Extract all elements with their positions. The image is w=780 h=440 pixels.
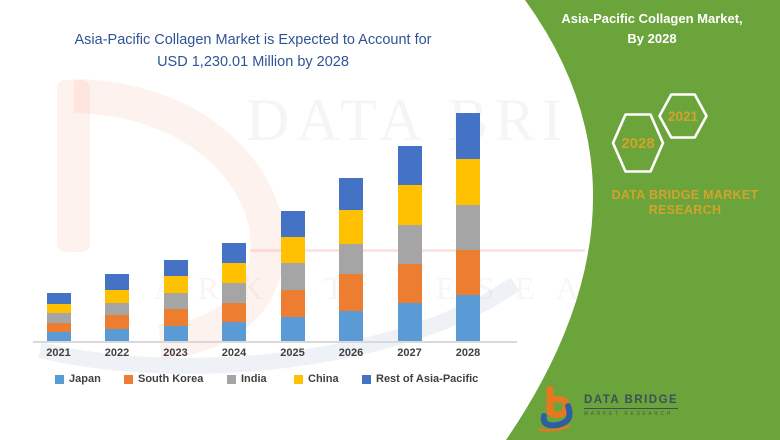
- bar-segment-rest-of-asia-pacific-2027: [397, 145, 422, 186]
- legend-label-india: India: [241, 373, 267, 385]
- legend-item-china: China: [294, 373, 339, 385]
- bar-segment-india-2024: [222, 282, 246, 303]
- bar-segment-china-2022: [105, 290, 129, 303]
- chart-title-line-2: USD 1,230.01 Million by 2028: [157, 54, 349, 70]
- legend-label-rest-of-asia-pacific: Rest of Asia-Pacific: [376, 373, 479, 385]
- bar-segment-china-2028: [456, 158, 480, 206]
- bar-segment-japan-2028: [456, 295, 480, 342]
- chart-title: Asia-Pacific Collagen Market is Expected…: [30, 29, 476, 73]
- bar-segment-japan-2021: [46, 331, 71, 342]
- x-axis-label-2025: 2025: [280, 347, 305, 359]
- hexagon-badges: 2021 2028: [611, 93, 708, 173]
- bar-segment-south-korea-2023: [163, 309, 188, 326]
- bar-segment-india-2025: [280, 263, 305, 290]
- x-axis-label-2024: 2024: [221, 347, 247, 359]
- data-bridge-logo-icon: [538, 386, 573, 432]
- brand-text-line-1: DATA BRIDGE MARKET: [611, 188, 759, 202]
- bar-segment-rest-of-asia-pacific-2021: [46, 293, 71, 304]
- bar-segment-rest-of-asia-pacific-2023: [163, 260, 188, 277]
- bar-segment-china-2023: [163, 276, 188, 293]
- bar-segment-japan-2027: [397, 302, 422, 342]
- bar-segment-china-2021: [46, 303, 71, 314]
- bar-segment-rest-of-asia-pacific-2024: [222, 242, 246, 263]
- bar-segment-india-2028: [456, 205, 480, 251]
- bar-segment-japan-2023: [163, 325, 188, 342]
- legend-swatch-japan: [55, 374, 64, 384]
- legend-swatch-rest-of-asia-pacific: [362, 374, 371, 384]
- legend-swatch-india: [227, 374, 236, 384]
- logo-text: DATA BRIDGE MARKET RESEARCH: [584, 394, 679, 417]
- bar-segment-india-2022: [105, 302, 129, 316]
- legend-item-japan: Japan: [55, 373, 101, 385]
- bar-segment-india-2026: [339, 244, 363, 275]
- x-axis-label-2021: 2021: [46, 347, 71, 359]
- x-axis-label-2026: 2026: [338, 347, 364, 359]
- logo-wordmark: DATA BRIDGE: [584, 394, 679, 409]
- bar-segment-india-2023: [163, 292, 188, 310]
- hexagon-year-2021: 2021: [668, 109, 699, 124]
- legend-swatch-china: [294, 374, 303, 384]
- bar-segment-china-2024: [222, 262, 246, 283]
- bar-segment-japan-2024: [222, 322, 246, 342]
- chart-title-line-1: Asia-Pacific Collagen Market is Expected…: [74, 32, 432, 48]
- bar-segment-india-2021: [46, 313, 71, 323]
- brand-text-line-2: RESEARCH: [648, 203, 722, 217]
- panel-title-line-2: By 2028: [627, 31, 677, 46]
- bar-segment-india-2027: [397, 224, 422, 264]
- bar-segment-south-korea-2025: [280, 289, 305, 317]
- bar-segment-china-2025: [280, 236, 305, 264]
- bar-segment-south-korea-2021: [46, 322, 71, 332]
- brand-text: DATA BRIDGE MARKET RESEARCH: [590, 188, 780, 218]
- watermark-logo-stem: [57, 80, 90, 252]
- bar-segment-japan-2026: [339, 310, 363, 342]
- bar-segment-south-korea-2024: [222, 302, 246, 323]
- legend-item-india: India: [227, 373, 267, 385]
- legend-label-japan: Japan: [69, 373, 101, 385]
- bar-segment-rest-of-asia-pacific-2022: [105, 274, 129, 291]
- bar-segment-south-korea-2028: [456, 250, 480, 296]
- bar-segment-south-korea-2026: [339, 274, 363, 311]
- x-axis-label-2028: 2028: [455, 347, 481, 359]
- x-axis-label-2022: 2022: [104, 347, 130, 359]
- bar-segment-south-korea-2027: [397, 263, 422, 303]
- logo-tagline: MARKET RESEARCH: [584, 411, 673, 417]
- bar-segment-south-korea-2022: [105, 315, 129, 330]
- legend-item-south-korea: South Korea: [124, 373, 203, 385]
- hexagon-year-2028: 2028: [621, 135, 654, 152]
- x-axis-label-2023: 2023: [163, 347, 188, 359]
- panel-title: Asia-Pacific Collagen Market, By 2028: [538, 9, 766, 49]
- legend-label-south-korea: South Korea: [138, 373, 204, 385]
- watermark-logo-bowl: [73, 79, 285, 359]
- x-axis-label-2027: 2027: [397, 347, 422, 359]
- bar-segment-china-2027: [397, 185, 422, 225]
- panel-title-line-1: Asia-Pacific Collagen Market,: [561, 11, 743, 26]
- bar-segment-rest-of-asia-pacific-2025: [280, 210, 305, 237]
- bar-segment-rest-of-asia-pacific-2026: [339, 178, 363, 210]
- bar-segment-china-2026: [339, 209, 363, 245]
- bar-segment-japan-2022: [105, 329, 129, 342]
- legend-label-china: China: [308, 373, 339, 385]
- bar-segment-rest-of-asia-pacific-2028: [456, 113, 480, 159]
- legend-item-rest-of-asia-pacific: Rest of Asia-Pacific: [362, 373, 478, 385]
- company-logo: DATA BRIDGE MARKET RESEARCH: [538, 386, 679, 434]
- x-axis-line: [33, 341, 517, 343]
- legend-swatch-south-korea: [124, 374, 133, 384]
- bar-segment-japan-2025: [280, 316, 305, 342]
